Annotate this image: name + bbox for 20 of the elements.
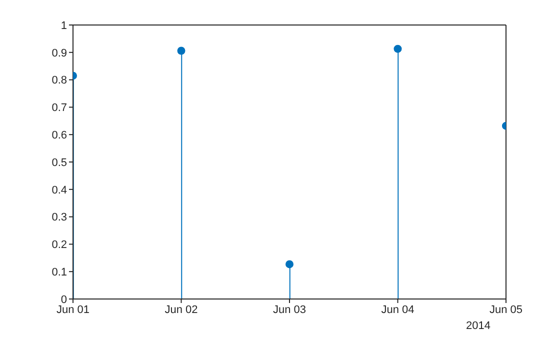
y-tick-label: 0.3 [52,212,67,224]
text: 2014 [466,320,490,332]
x-tick-label: Jun 05 [489,304,523,316]
x-tick-label: Jun 02 [164,304,198,316]
point [177,46,186,55]
point [394,44,402,53]
y-tick-label: 0 [60,294,67,306]
x-tick-label: Jun 04 [381,304,414,316]
y-tick-label: 0.8 [52,74,67,87]
point [286,260,294,268]
y-tick-label: 0.1 [52,266,67,279]
x-tick-label: Jun 03 [272,304,306,316]
y-tick-label: 1 [60,20,67,32]
x-tick-label: Jun 01 [56,304,90,316]
y-tick-label: 0.9 [52,47,67,60]
y-tick-label: 0.6 [52,130,67,142]
y-tick-label: 0.7 [52,102,67,114]
y-tick-label: 0.5 [52,156,67,169]
y-tick-label: 0.4 [52,184,67,196]
y-tick-label: 0.2 [52,239,67,252]
